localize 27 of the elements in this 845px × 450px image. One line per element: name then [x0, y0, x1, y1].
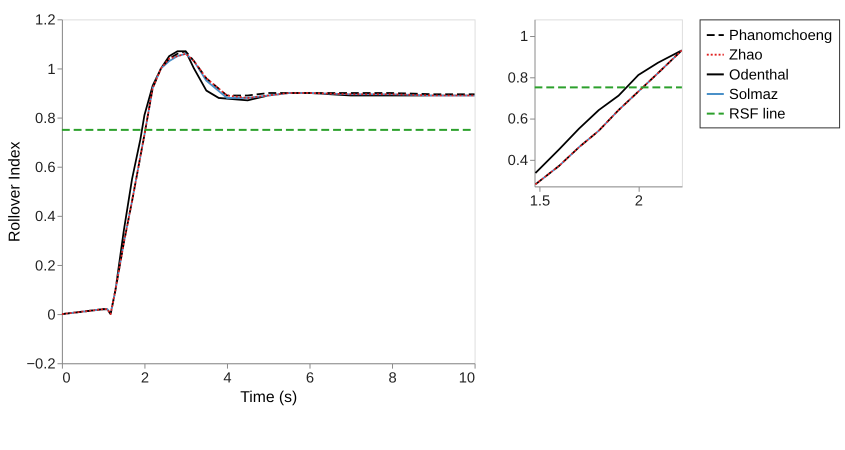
x-tick-label: 1.5 [530, 194, 550, 210]
legend-label: Solmaz [729, 86, 778, 103]
y-tick-label: 0.4 [508, 152, 528, 169]
x-tick-label: 10 [458, 370, 476, 386]
y-tick-label: −0.2 [26, 356, 56, 373]
y-tick-label: 0.2 [35, 258, 56, 274]
legend-label: Odenthal [729, 67, 789, 84]
y-tick-label: 0 [47, 308, 56, 324]
y-tick-label: 1 [47, 62, 56, 78]
y-tick-label: 0.8 [508, 70, 528, 86]
x-tick-label: 6 [306, 370, 314, 386]
y-tick-label: 0.6 [35, 160, 56, 176]
x-tick-label: 4 [223, 370, 232, 386]
legend-label: RSF line [729, 106, 786, 123]
y-axis-title: Rollover Index [6, 141, 24, 242]
y-tick-label: 0.4 [35, 209, 56, 226]
y-tick-label: 0.8 [35, 110, 56, 127]
x-tick-label: 2 [140, 370, 150, 386]
y-tick-label: 0.6 [508, 112, 528, 128]
x-tick-label: 2 [634, 194, 643, 210]
y-tick-label: 1 [520, 29, 528, 46]
y-tick-label: 1.2 [35, 12, 56, 29]
x-tick-label: 0 [62, 370, 71, 386]
legend-label: Phanomchoeng [729, 28, 832, 44]
x-tick-label: 8 [388, 370, 397, 386]
x-axis-title: Time (s) [240, 389, 298, 406]
legend-label: Zhao [729, 48, 763, 64]
